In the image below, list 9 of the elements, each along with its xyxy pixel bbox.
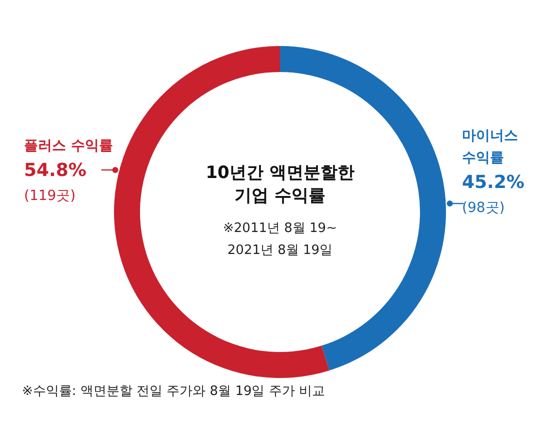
slice-label: 플러스 수익률 [24,138,113,154]
text: 10년간 액면분할한 기업 수익률 [206,163,354,206]
text: ※2011년 8월 19~ 2021년 8월 19일 [223,221,337,258]
data-label: 45.2% [462,172,524,193]
data-label: 54.8% [24,160,86,181]
text: (119곳) [24,188,76,204]
text: ※수익률: 액면분할 전일 주가와 8월 19일 주가 비교 [22,384,326,399]
text: (98곳) [462,200,505,216]
slice-label: 마이너스 수익률 [462,128,518,166]
